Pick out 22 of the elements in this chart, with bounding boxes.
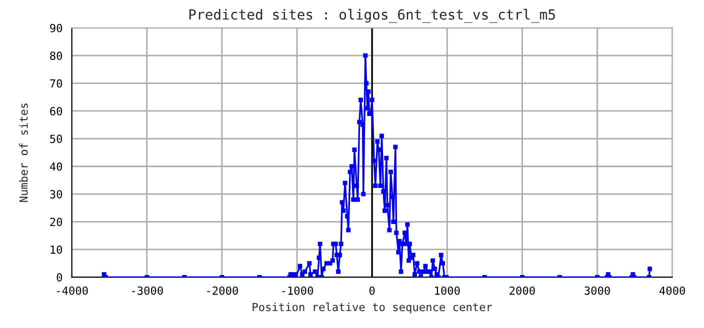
y-tick-label: 50 bbox=[50, 134, 62, 144]
x-tick-label: 0 bbox=[369, 286, 375, 295]
x-tick-label: 2000 bbox=[510, 286, 535, 295]
y-tick-label: 70 bbox=[50, 79, 62, 88]
y-tick-label: 40 bbox=[50, 162, 62, 171]
chart-title: Predicted sites : oligos_6nt_test_vs_ctrl_m5 bbox=[189, 8, 555, 23]
y-axis-title: Number of sites bbox=[19, 103, 28, 202]
x-tick-label: -4000 bbox=[57, 286, 88, 295]
x-tick-label: 4000 bbox=[659, 286, 685, 295]
x-tick-label: -1000 bbox=[282, 286, 314, 295]
y-tick-label: 10 bbox=[50, 245, 62, 254]
y-tick-label: 80 bbox=[50, 52, 62, 60]
y-tick-label: 20 bbox=[50, 218, 62, 226]
y-tick-label: 30 bbox=[50, 190, 62, 198]
x-tick-label: 1000 bbox=[435, 286, 460, 295]
y-tick-label: 60 bbox=[50, 106, 62, 116]
y-tick-label: 0 bbox=[56, 273, 62, 282]
x-axis-title: Position relative to sequence center bbox=[252, 302, 492, 314]
y-tick-label: 90 bbox=[50, 24, 62, 32]
x-tick-label: 3000 bbox=[584, 286, 610, 295]
x-tick-label: -2000 bbox=[207, 286, 238, 295]
x-tick-label: -3000 bbox=[132, 286, 163, 295]
